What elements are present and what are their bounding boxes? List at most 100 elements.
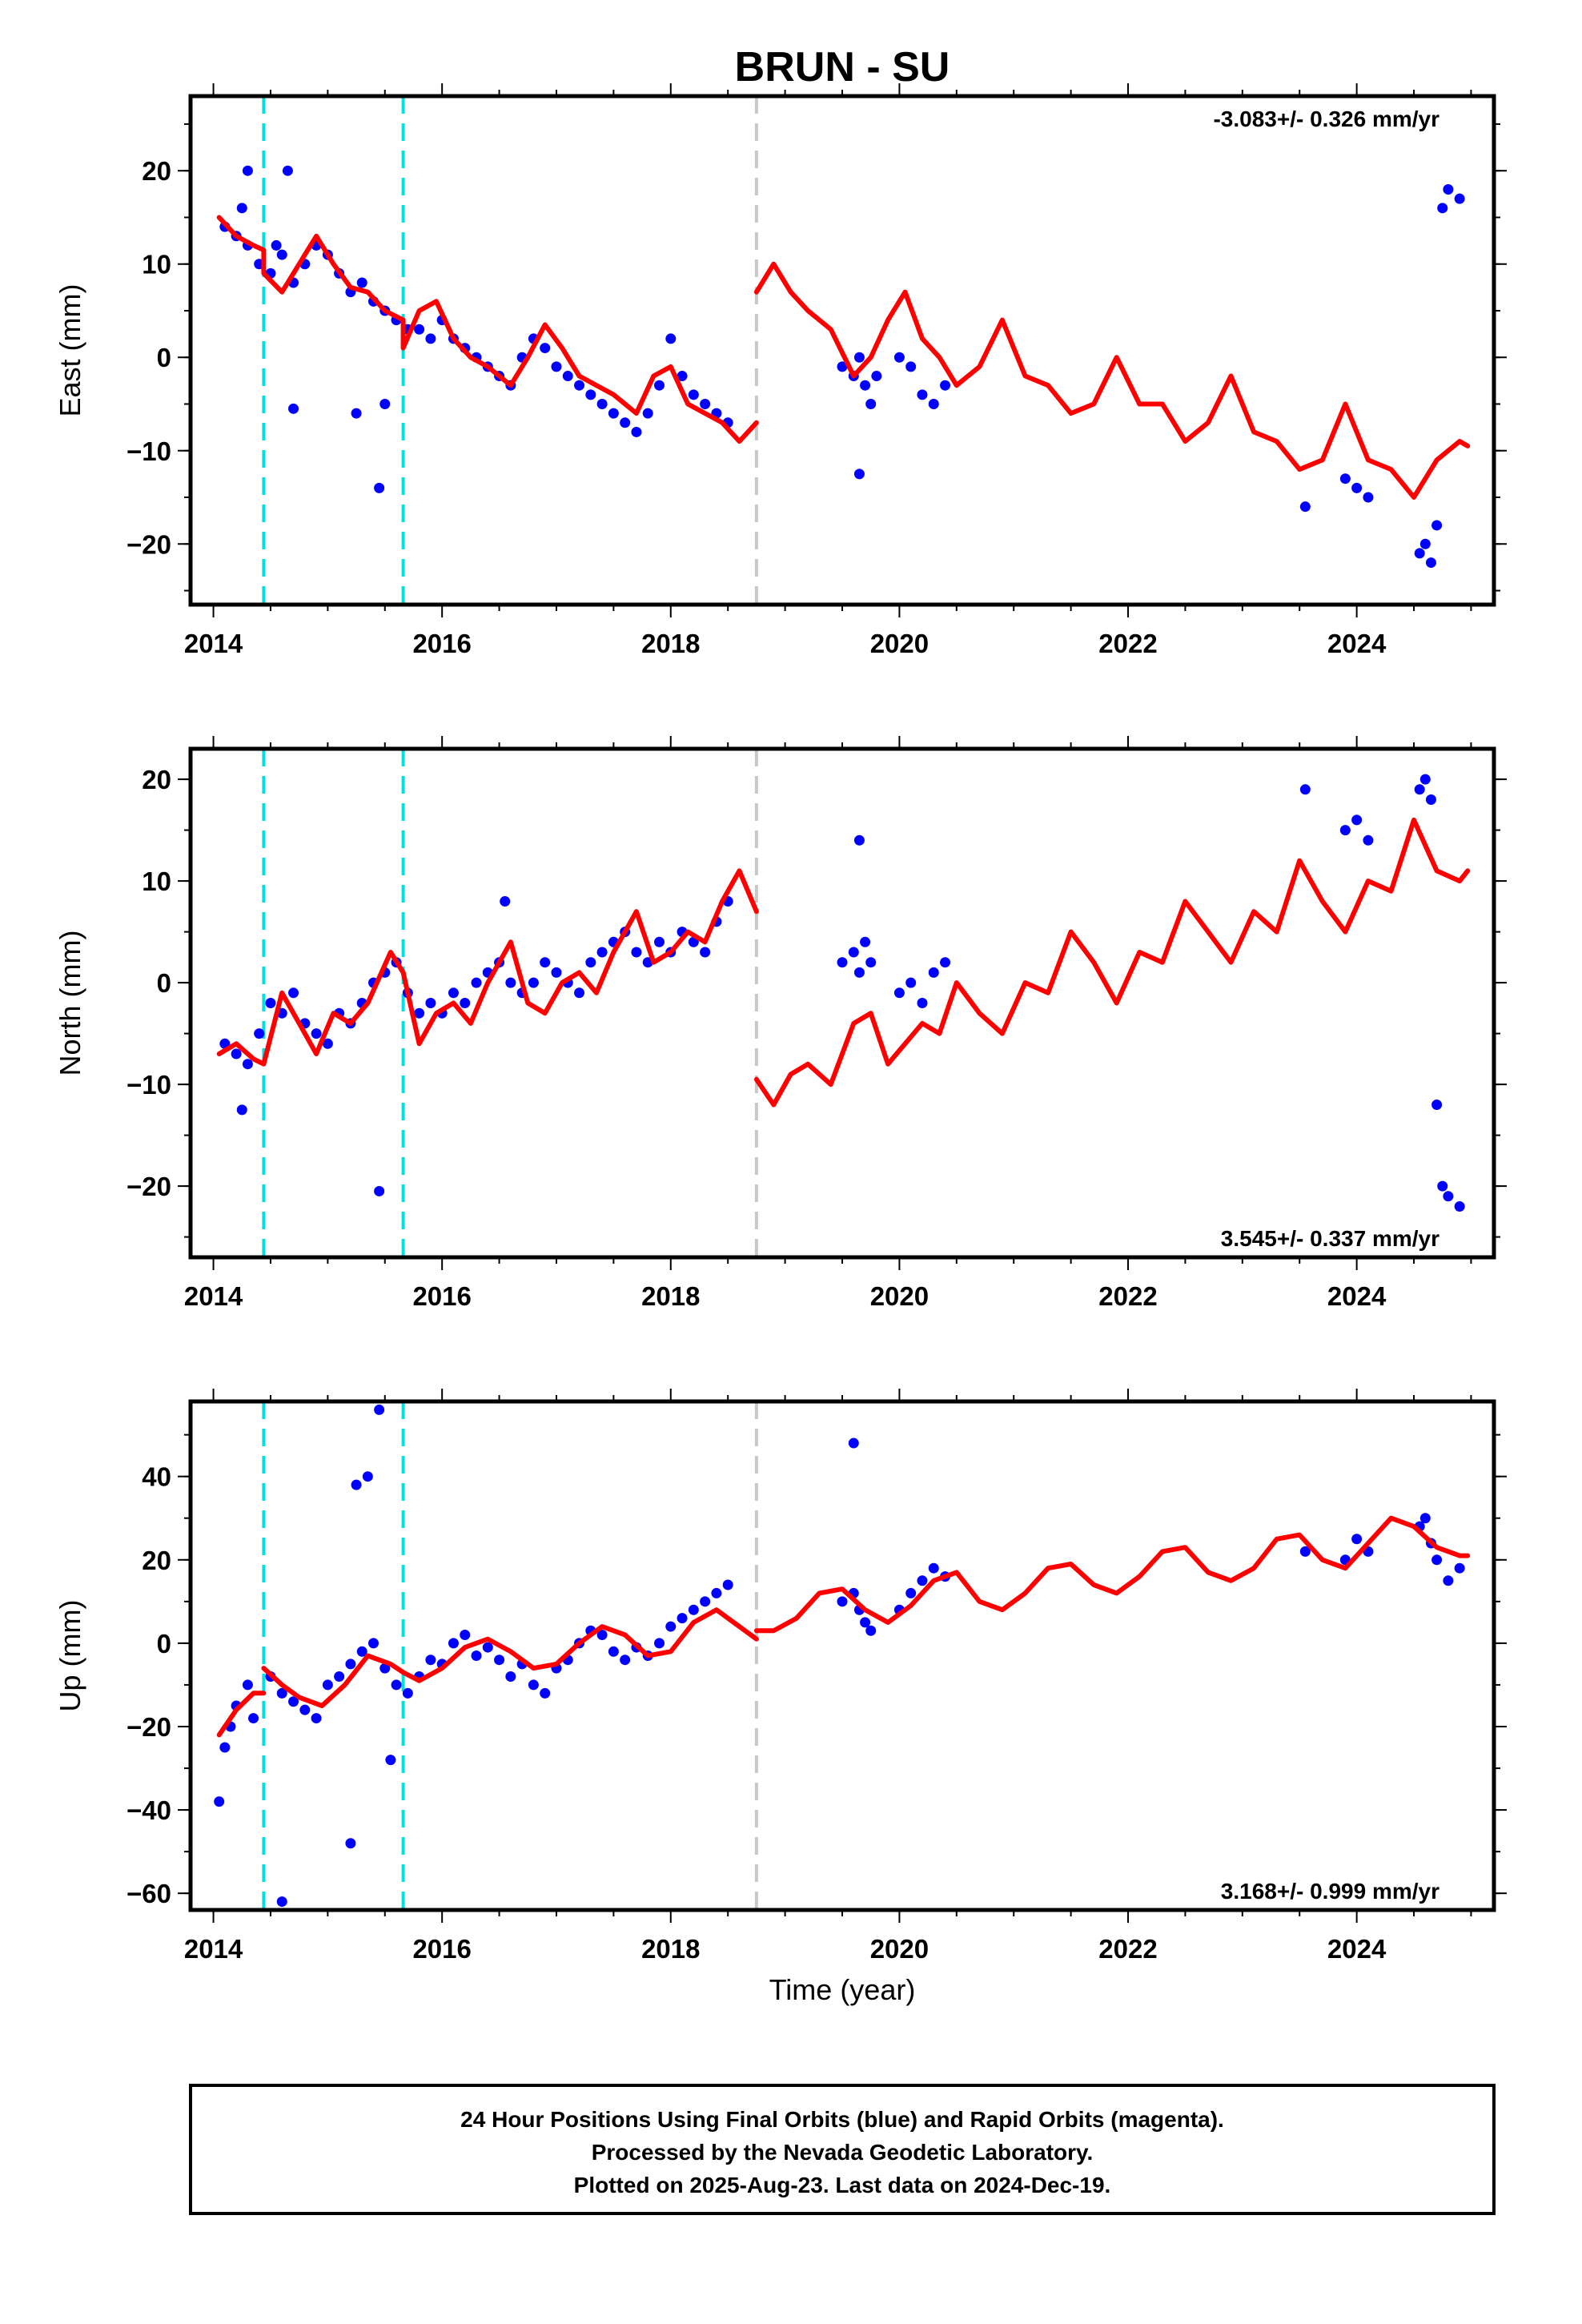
y-tick-label: 10 bbox=[142, 866, 171, 896]
up-data-point bbox=[482, 1642, 493, 1653]
x-axis-title: Time (year) bbox=[769, 1973, 916, 2006]
x-tick-label: 2014 bbox=[184, 629, 243, 658]
north-data-point bbox=[574, 987, 585, 999]
north-data-point bbox=[940, 957, 951, 968]
up-data-point bbox=[1443, 1575, 1454, 1586]
up-data-point bbox=[425, 1655, 436, 1666]
up-data-point bbox=[1351, 1534, 1363, 1545]
north-data-point bbox=[631, 947, 642, 958]
east-data-point bbox=[1363, 492, 1374, 503]
east-data-point bbox=[379, 398, 391, 409]
east-data-point bbox=[860, 380, 871, 391]
east-data-point bbox=[425, 333, 436, 344]
east-data-point bbox=[574, 380, 585, 391]
up-data-point bbox=[700, 1596, 711, 1607]
north-data-point bbox=[374, 1185, 385, 1196]
y-tick-label: −10 bbox=[126, 436, 171, 466]
up-data-point bbox=[848, 1437, 859, 1449]
up-data-point bbox=[677, 1613, 688, 1624]
up-data-point bbox=[385, 1755, 396, 1766]
east-data-point bbox=[1339, 473, 1351, 485]
up-data-point bbox=[402, 1687, 413, 1699]
up-data-point bbox=[448, 1638, 459, 1649]
up-data-point bbox=[928, 1562, 939, 1574]
north-data-point bbox=[242, 1059, 253, 1070]
east-data-point bbox=[853, 352, 865, 363]
north-data-point bbox=[500, 896, 511, 907]
east-plot-frame bbox=[188, 94, 1496, 607]
up-data-point bbox=[345, 1838, 356, 1849]
up-data-point bbox=[374, 1404, 385, 1415]
east-y-axis-title: East (mm) bbox=[54, 284, 86, 417]
up-data-point bbox=[362, 1471, 373, 1482]
north-data-point bbox=[1414, 784, 1425, 795]
up-data-point bbox=[351, 1479, 362, 1490]
x-tick-label: 2018 bbox=[641, 1281, 700, 1311]
east-data-point bbox=[1299, 501, 1311, 513]
east-data-point bbox=[288, 403, 299, 414]
north-data-point bbox=[917, 998, 928, 1008]
up-data-point bbox=[276, 1896, 287, 1908]
east-data-point bbox=[620, 417, 631, 428]
x-tick-label: 2022 bbox=[1098, 1281, 1157, 1311]
north-panel: 2014 2016 2018 2020 2022 2024 −20 −10 0 10 20 North… bbox=[54, 736, 1507, 1311]
x-tick-label: 2020 bbox=[870, 1934, 929, 1964]
north-velocity-label: 3.545+/- 0.337 mm/yr bbox=[1221, 1226, 1439, 1251]
up-data-point bbox=[608, 1646, 619, 1657]
east-model-line bbox=[216, 215, 759, 444]
east-data-point bbox=[940, 380, 951, 391]
y-tick-label: −20 bbox=[126, 529, 171, 559]
up-data-point bbox=[722, 1579, 733, 1590]
up-data-point bbox=[620, 1655, 631, 1666]
east-data-point bbox=[1437, 203, 1448, 214]
up-data-point bbox=[356, 1646, 367, 1657]
east-data-point bbox=[596, 398, 608, 409]
up-plot-frame bbox=[188, 1399, 1496, 1912]
east-data-point bbox=[871, 371, 882, 382]
y-tick-label: 0 bbox=[157, 343, 171, 372]
east-data-point bbox=[585, 389, 596, 400]
up-data-point bbox=[596, 1629, 608, 1640]
east-data-point bbox=[1443, 184, 1454, 195]
north-model-line bbox=[216, 868, 759, 1067]
east-data-point bbox=[654, 380, 665, 391]
north-data-point bbox=[1437, 1180, 1448, 1192]
up-y-axis-title: Up (mm) bbox=[54, 1600, 86, 1712]
east-data-point bbox=[356, 277, 367, 288]
x-tick-label: 2016 bbox=[412, 1281, 471, 1311]
east-data-point bbox=[1351, 482, 1363, 493]
north-data-point bbox=[848, 947, 859, 958]
up-data-point bbox=[334, 1671, 345, 1683]
north-data-point bbox=[1419, 774, 1431, 785]
up-data-point bbox=[505, 1671, 516, 1683]
north-data-point bbox=[596, 947, 608, 958]
north-data-point bbox=[528, 977, 539, 988]
north-data-point bbox=[265, 998, 276, 1008]
up-data-point bbox=[248, 1713, 259, 1724]
north-data-point bbox=[471, 977, 482, 988]
up-data-point bbox=[322, 1679, 333, 1691]
up-data-point bbox=[1299, 1546, 1311, 1557]
y-tick-label: 40 bbox=[142, 1462, 171, 1492]
up-panel: 2014 2016 2018 2020 2022 2024 −60 −40 −20 0 20 40 Up… bbox=[54, 1389, 1507, 1964]
x-tick-label: 2024 bbox=[1327, 629, 1387, 658]
up-data-point bbox=[665, 1621, 677, 1632]
east-data-point bbox=[1454, 193, 1465, 204]
north-data-point bbox=[254, 1028, 265, 1039]
east-data-point bbox=[700, 398, 711, 409]
east-data-point bbox=[865, 398, 877, 409]
y-tick-label: −40 bbox=[126, 1795, 171, 1825]
x-tick-label: 2018 bbox=[641, 1934, 700, 1964]
east-data-point bbox=[1414, 548, 1425, 559]
x-tick-label: 2016 bbox=[412, 1934, 471, 1964]
up-data-point bbox=[1431, 1554, 1443, 1566]
east-data-point bbox=[905, 361, 917, 372]
up-data-point bbox=[528, 1679, 539, 1691]
x-tick-label: 2022 bbox=[1098, 1934, 1157, 1964]
north-data-point bbox=[654, 936, 665, 947]
north-data-point bbox=[700, 947, 711, 958]
y-tick-label: 20 bbox=[142, 1546, 171, 1575]
up-data-point bbox=[471, 1651, 482, 1661]
up-data-point bbox=[367, 1638, 379, 1649]
